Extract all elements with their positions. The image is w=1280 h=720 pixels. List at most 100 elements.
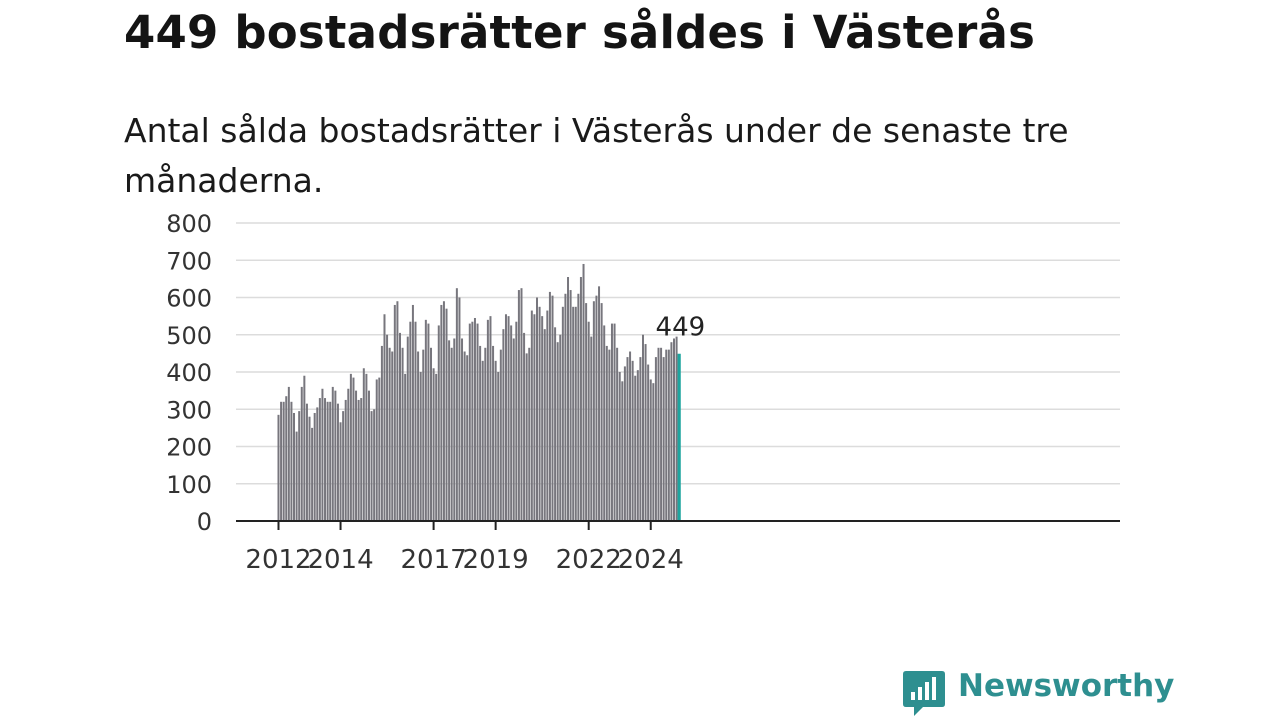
bar <box>536 297 538 521</box>
bar <box>621 381 624 521</box>
bar <box>391 351 394 521</box>
bar <box>598 286 601 521</box>
bar <box>290 401 293 521</box>
bar <box>383 314 386 521</box>
bar <box>541 316 544 522</box>
bar <box>667 349 670 521</box>
bar <box>585 303 588 521</box>
bar <box>331 386 334 521</box>
bar <box>574 306 577 521</box>
y-tick-label: 100 <box>166 471 212 499</box>
bar <box>510 325 513 521</box>
bar <box>277 414 280 521</box>
bar <box>499 349 502 521</box>
y-axis-ticks: 0 100 200 300 400 500 600 700 800 <box>166 210 212 536</box>
bar <box>393 304 396 521</box>
bar <box>406 336 409 521</box>
bar <box>342 411 345 521</box>
bar <box>525 353 528 522</box>
bar <box>618 372 621 521</box>
bar <box>538 306 541 521</box>
bar <box>520 288 523 521</box>
bar <box>559 334 562 521</box>
bar <box>530 310 533 521</box>
bar <box>590 336 593 521</box>
bar <box>652 383 655 521</box>
bar <box>424 319 427 521</box>
bar <box>616 347 619 521</box>
bar <box>440 304 443 521</box>
bar <box>321 388 324 521</box>
bar <box>367 390 370 522</box>
bar <box>546 310 549 521</box>
bar <box>551 295 554 521</box>
bar <box>489 316 492 522</box>
bar <box>657 347 660 521</box>
bar <box>476 323 479 521</box>
bar <box>347 388 350 521</box>
bar <box>600 303 603 521</box>
bar <box>380 345 383 521</box>
bar <box>675 336 678 521</box>
y-tick-label: 500 <box>166 322 212 350</box>
bars <box>277 263 681 522</box>
bar <box>324 398 327 521</box>
bar <box>629 351 632 521</box>
bar-latest <box>677 353 681 521</box>
bar <box>336 403 339 521</box>
bar <box>370 411 373 521</box>
bar <box>631 360 634 521</box>
bar <box>605 345 608 521</box>
bar <box>634 375 637 521</box>
bar <box>419 372 422 521</box>
bar <box>528 347 531 521</box>
bar <box>455 288 458 521</box>
bar <box>409 321 412 521</box>
bar <box>399 332 401 521</box>
bar <box>313 412 316 521</box>
bar <box>471 321 474 521</box>
bar <box>641 334 644 521</box>
bar <box>427 323 430 521</box>
y-tick-label: 800 <box>166 210 212 238</box>
x-tick-label: 2019 <box>463 545 529 575</box>
bar <box>442 301 445 521</box>
bar <box>375 379 378 521</box>
bar <box>360 398 363 521</box>
bar <box>492 345 495 521</box>
bar <box>339 422 342 521</box>
bar <box>497 372 500 521</box>
bar <box>569 290 572 521</box>
x-tick-label: 2014 <box>307 545 373 575</box>
x-tick-label: 2024 <box>618 545 684 575</box>
bar <box>613 323 616 521</box>
annotations: 449 <box>656 313 706 343</box>
bar <box>435 373 438 521</box>
bar <box>388 347 391 521</box>
bar <box>626 357 629 521</box>
bar <box>623 366 626 521</box>
bar <box>572 306 575 521</box>
brand-name: Newsworthy <box>958 668 1175 704</box>
bar <box>417 351 420 521</box>
bar <box>316 407 319 521</box>
y-tick-label: 0 <box>197 508 212 536</box>
x-tick-label: 2017 <box>401 545 467 575</box>
bar <box>543 329 546 521</box>
bar <box>422 349 425 521</box>
bar <box>673 338 675 521</box>
bar <box>512 338 515 521</box>
bar <box>507 316 510 522</box>
bar <box>639 357 642 521</box>
bar <box>523 332 526 521</box>
bar <box>466 355 469 521</box>
x-tick-label: 2022 <box>556 545 622 575</box>
bar <box>280 401 283 521</box>
y-tick-label: 200 <box>166 434 212 462</box>
bar <box>579 277 582 521</box>
bar <box>481 360 484 521</box>
bar <box>564 293 567 521</box>
bar <box>396 301 399 521</box>
bar <box>411 304 414 521</box>
